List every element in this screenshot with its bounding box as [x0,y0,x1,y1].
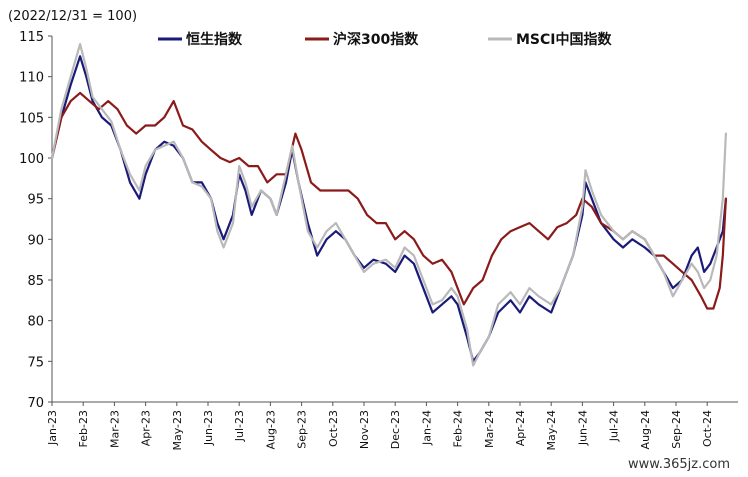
y-tick-label: 70 [27,396,44,411]
x-tick-label: Mar-24 [483,410,496,448]
x-tick-label: Jul-24 [608,410,621,442]
x-tick-label: Jul-23 [233,410,246,442]
y-tick-label: 115 [19,30,44,45]
x-tick-label: May-23 [171,410,184,451]
y-tick-label: 80 [27,315,44,330]
y-tick-label: 90 [27,233,44,248]
x-tick-label: Nov-23 [358,410,371,449]
y-tick-label: 95 [27,193,44,208]
x-tick-label: Sep-24 [670,410,683,449]
x-tick-label: Feb-24 [452,410,465,447]
x-tick-label: Mar-23 [108,410,121,448]
series-line-hsi [50,55,727,363]
y-tick-label: 100 [19,152,44,167]
x-tick-label: Dec-23 [389,410,402,449]
y-unit-label: (2022/12/31 = 100) [8,9,137,24]
series-line-csi300 [50,91,727,310]
legend-label-hsi: 恒生指数 [186,31,243,48]
x-tick-label: May-24 [545,410,558,451]
x-tick-label: Apr-24 [514,410,527,446]
y-axis-ticks: 70 75 80 85 90 95 100 105 110 115 [19,30,52,411]
x-tick-label: Jun-23 [202,410,215,446]
legend: 恒生指数 沪深300指数 MSCI中国指数 [158,31,612,48]
x-tick-label: Apr-23 [140,410,153,446]
x-tick-label: Aug-24 [639,410,652,449]
legend-label-msci: MSCI中国指数 [516,31,612,48]
y-tick-label: 75 [27,355,44,370]
legend-label-csi300: 沪深300指数 [333,31,419,48]
x-tick-label: Jun-24 [576,410,589,446]
x-tick-label: Oct-24 [701,410,714,447]
series-lines [50,43,727,367]
y-tick-label: 105 [19,111,44,126]
x-tick-label: Oct-23 [327,410,340,447]
x-tick-label: Jan-24 [420,410,433,446]
y-tick-label: 110 [19,71,44,86]
y-tick-label: 85 [27,274,44,289]
watermark: www.365jz.com [628,457,730,472]
x-axis-ticks: Jan-23 Feb-23 Mar-23 Apr-23 May-23 Jun-23 Jul-… [46,402,714,451]
series-line-msci [50,43,727,367]
x-tick-label: Sep-23 [296,410,309,449]
x-tick-label: Feb-23 [77,410,90,447]
x-tick-label: Aug-23 [264,410,277,449]
x-tick-label: Jan-23 [46,410,59,446]
